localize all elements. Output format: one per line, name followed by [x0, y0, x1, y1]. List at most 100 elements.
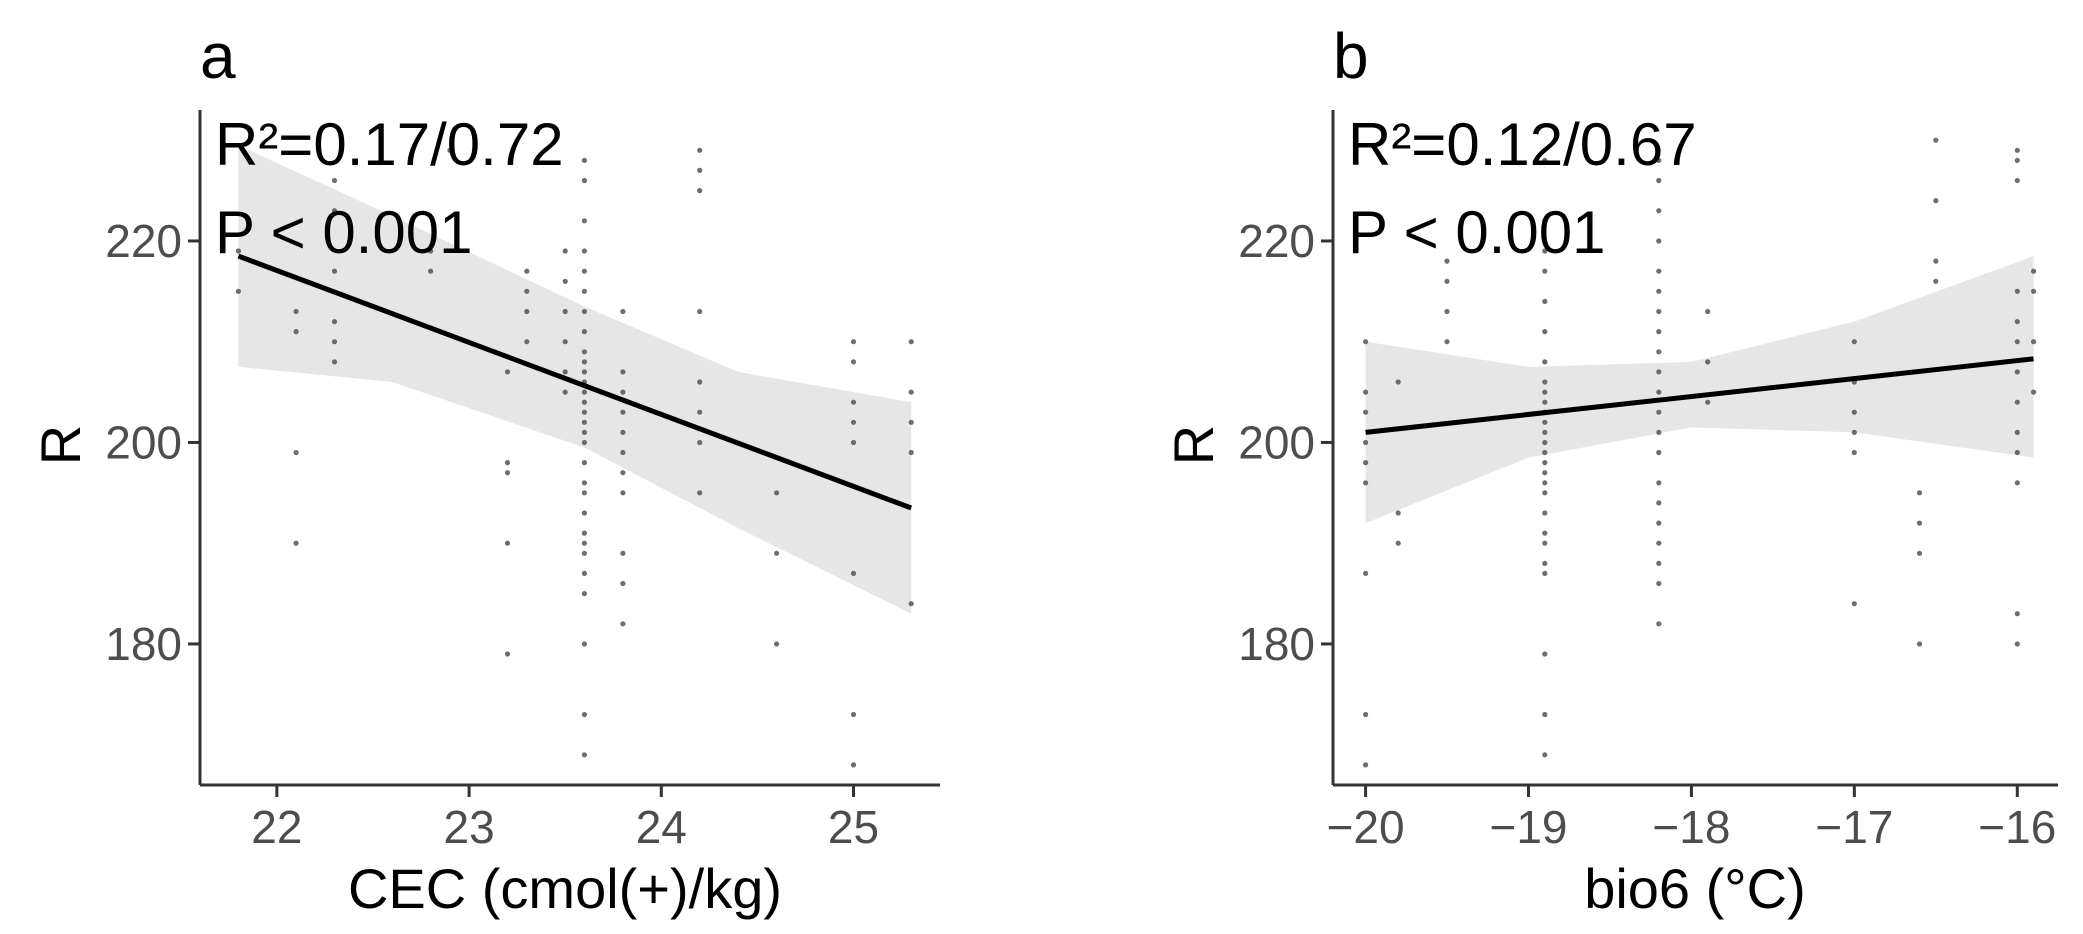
panel-a: a 22 23 24 25 180 200 220 R²=0.17/0.72 P < 0.0… [29, 20, 940, 920]
panel-a-x-tick-label: 24 [636, 801, 687, 853]
panel-a-data-point [581, 329, 588, 335]
panel-b-data-point [1656, 369, 1662, 375]
panel-b-data-point [1542, 490, 1548, 496]
panel-b-data-point [1542, 399, 1548, 405]
panel-a-data-point [581, 369, 588, 375]
panel-a-data-point [620, 429, 626, 435]
panel-b-data-point [1656, 177, 1662, 184]
panel-a-data-point [581, 308, 588, 315]
panel-a-data-point [331, 339, 338, 345]
panel-b-data-point [1656, 480, 1662, 486]
panel-b-data-point [2014, 641, 2020, 647]
panel-b-x-tick-label: −19 [1489, 801, 1567, 853]
panel-a-data-point [908, 601, 914, 607]
panel-a-data-point [581, 389, 588, 395]
panel-a-data-point [235, 288, 241, 294]
panel-b-data-point [2014, 399, 2020, 405]
panel-a-data-point [581, 480, 588, 486]
panel-b-confidence-band [1365, 256, 2034, 524]
panel-b-data-point [1656, 389, 1662, 395]
panel-b-p-annotation: P < 0.001 [1348, 199, 1605, 266]
panel-a-data-point [908, 389, 914, 395]
panel-b-r2-annotation: R²=0.12/0.67 [1348, 111, 1697, 178]
panel-b-data-point [2014, 319, 2020, 325]
panel-b-data-point [2014, 369, 2020, 375]
panel-b-data-point [1933, 258, 1939, 264]
panel-a-data-point [850, 359, 857, 365]
panel-a-data-point [850, 419, 857, 425]
panel-a-regression-line [237, 253, 913, 511]
panel-b-data-point [1542, 268, 1548, 274]
panel-b-data-point [1542, 460, 1548, 466]
panel-a-data-point [908, 449, 914, 456]
panel-a-data-point [850, 570, 857, 577]
panel-a-data-point [697, 439, 703, 446]
panel-a-x-tick-label: 25 [828, 801, 879, 853]
panel-a-data-point [850, 399, 857, 405]
panel-a-data-point [908, 339, 914, 345]
panel-a-y-axis-title: R [29, 425, 92, 465]
panel-a-data-point [620, 369, 626, 375]
panel-b-data-point [1542, 429, 1548, 435]
panel-a-data-point [774, 641, 780, 647]
panel-b-data-point [2031, 288, 2037, 294]
panel-a-x-tick-label: 23 [444, 801, 495, 853]
panel-b-data-point [2014, 157, 2020, 163]
panel-b-data-point [1363, 570, 1369, 577]
panel-a-data-point [504, 369, 511, 375]
panel-a-data-point [620, 449, 626, 456]
panel-b-y-tick-label: 220 [1238, 215, 1315, 267]
panel-b-data-point [1542, 379, 1548, 385]
panel-a-data-point [620, 490, 626, 496]
panel-b-data-point [1851, 429, 1857, 435]
panel-b-data-point [2014, 288, 2020, 294]
panel-a-data-point [447, 147, 453, 153]
panel-a-data-point [524, 268, 530, 274]
panel-b-data-point [1656, 208, 1662, 214]
panel-b-data-point [1363, 439, 1369, 446]
panel-b-data-point [1542, 570, 1548, 577]
panel-b-data-point [2014, 480, 2020, 486]
panel-b-data-point [1705, 308, 1711, 315]
panel-a-data-point [581, 490, 588, 496]
panel-b-data-point [1542, 439, 1548, 446]
panel-b-data-point [2014, 339, 2020, 345]
panel-b-data-point [1542, 470, 1548, 476]
panel-b-data-point [1542, 359, 1548, 365]
panel-b-regression-line [1365, 356, 2034, 435]
panel-b-data-point [1851, 409, 1857, 415]
panel-b-y-tick-label: 200 [1238, 416, 1315, 468]
panel-b-data-point [1542, 248, 1548, 254]
panel-b-data-point [1363, 460, 1369, 466]
panel-a-data-point [774, 490, 780, 496]
panel-b-data-point [1656, 580, 1662, 587]
panel-b-data-point [1363, 762, 1369, 768]
panel-b-x-tick-label: −16 [1978, 801, 2056, 853]
panel-a-data-point [293, 449, 299, 456]
panel-a-data-point [581, 591, 588, 597]
panel-b-data-point [1705, 399, 1711, 405]
panel-a-data-point [293, 308, 299, 315]
panel-a-letter: a [200, 20, 236, 92]
panel-a-data-point [581, 268, 588, 274]
panel-b-data-point [1656, 540, 1662, 546]
panel-a-data-point [581, 439, 588, 446]
panel-a-data-point [428, 268, 434, 274]
panel-b-data-point [1444, 258, 1450, 264]
panel-b-data-point [1542, 752, 1548, 758]
panel-a-data-point [524, 288, 530, 294]
panel-a-data-point [581, 570, 588, 577]
panel-a-data-point [581, 752, 588, 758]
panel-a-data-point [524, 339, 530, 345]
panel-a-data-point [774, 550, 780, 556]
panel-b-data-point [1916, 520, 1923, 526]
panel-a-data-point [562, 339, 568, 345]
panel-b-data-point [1542, 449, 1548, 456]
panel-b-data-point [1542, 540, 1548, 546]
panel-b-data-point [1542, 218, 1548, 224]
panel-a-data-point [697, 409, 703, 415]
panel-b-data-point [1851, 449, 1857, 456]
panel-b-data-point [2014, 177, 2020, 184]
panel-a-data-point [331, 208, 338, 214]
panel-a-data-point [504, 651, 511, 657]
